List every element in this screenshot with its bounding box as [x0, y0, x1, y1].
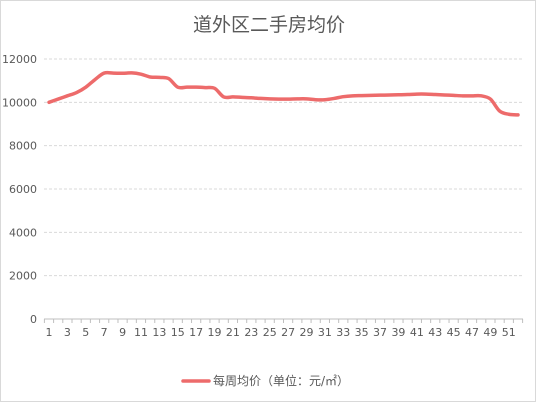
x-tick-label: 43 — [428, 326, 442, 339]
x-tick-label: 49 — [483, 326, 497, 339]
x-tick-label: 27 — [281, 326, 295, 339]
x-tick-label: 47 — [465, 326, 479, 339]
x-tick-label: 45 — [447, 326, 461, 339]
x-tick-label: 3 — [64, 326, 71, 339]
y-tick-label: 8000 — [9, 140, 37, 153]
y-tick-label: 2000 — [9, 270, 37, 283]
x-tick-label: 25 — [263, 326, 277, 339]
x-tick-label: 51 — [502, 326, 516, 339]
x-tick-label: 37 — [373, 326, 387, 339]
series-line — [47, 70, 520, 117]
x-tick-label: 19 — [208, 326, 222, 339]
y-tick-label: 12000 — [2, 53, 37, 66]
x-tick-label: 5 — [82, 326, 89, 339]
y-tick-label: 6000 — [9, 183, 37, 196]
x-tick-label: 9 — [119, 326, 126, 339]
x-tick-label: 7 — [101, 326, 108, 339]
x-tick-label: 15 — [171, 326, 185, 339]
x-tick-label: 21 — [226, 326, 240, 339]
x-tick-label: 23 — [244, 326, 258, 339]
x-tick-label: 35 — [355, 326, 369, 339]
x-tick-label: 33 — [336, 326, 350, 339]
x-tick-label: 41 — [410, 326, 424, 339]
chart-title: 道外区二手房均价 — [193, 14, 345, 36]
x-tick-label: 17 — [189, 326, 203, 339]
x-tick-label: 1 — [46, 326, 53, 339]
x-tick-label: 39 — [391, 326, 405, 339]
y-tick-label: 4000 — [9, 226, 37, 239]
x-tick-label: 29 — [299, 326, 313, 339]
y-tick-label: 10000 — [2, 96, 37, 109]
y-tick-label: 0 — [30, 313, 37, 326]
x-tick-label: 31 — [318, 326, 332, 339]
legend-label: 每周均价（单位：元/㎡） — [213, 373, 349, 388]
x-tick-label: 13 — [152, 326, 166, 339]
x-tick-label: 11 — [134, 326, 148, 339]
